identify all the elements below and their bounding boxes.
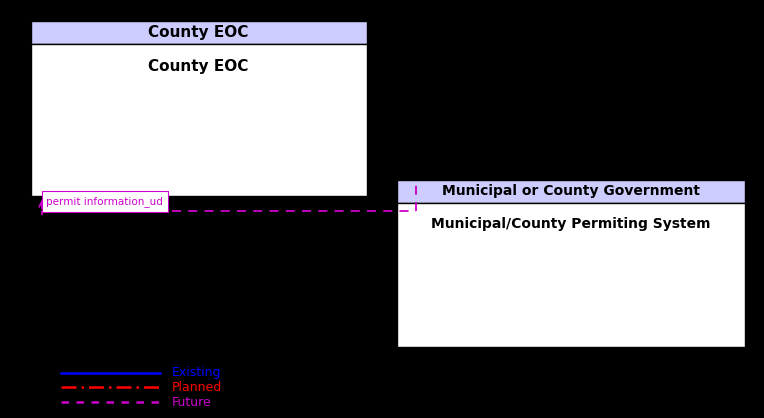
Bar [31, 21, 367, 44]
Text: Future: Future [172, 395, 212, 409]
Text: County EOC: County EOC [148, 25, 249, 40]
Text: County EOC: County EOC [148, 59, 249, 74]
Bar [397, 180, 745, 203]
Text: Planned: Planned [172, 381, 222, 394]
Text: Municipal/County Permiting System: Municipal/County Permiting System [432, 217, 711, 231]
Bar [31, 44, 367, 196]
Bar [397, 203, 745, 347]
Text: permit information_ud: permit information_ud [47, 196, 163, 207]
Text: Existing: Existing [172, 366, 222, 380]
Text: Municipal or County Government: Municipal or County Government [442, 184, 700, 198]
FancyBboxPatch shape [42, 191, 168, 212]
